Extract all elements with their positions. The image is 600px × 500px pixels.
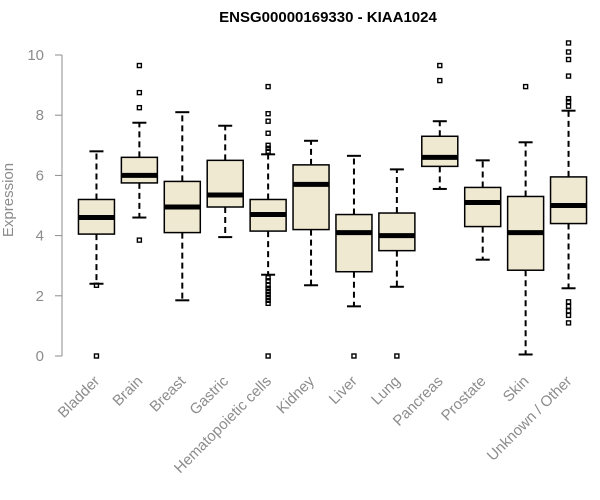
x-tick-label: Bladder	[55, 373, 104, 422]
x-tick-label: Breast	[146, 372, 189, 415]
outlier-point	[394, 353, 400, 359]
box-liver	[335, 154, 373, 359]
box-unknown-other	[549, 40, 588, 326]
box-lung	[378, 168, 416, 359]
outlier-point	[265, 148, 271, 155]
outlier-point	[565, 49, 572, 55]
outlier-point	[565, 103, 572, 109]
outlier-point	[565, 95, 572, 102]
iqr-box	[120, 156, 159, 184]
box-breast	[163, 111, 202, 302]
outlier-point	[265, 288, 271, 294]
y-tick-label: 8	[36, 107, 44, 124]
box-brain	[120, 62, 159, 243]
x-tick-label: Liver	[326, 373, 361, 408]
box-prostate	[463, 159, 502, 261]
y-tick-label: 4	[36, 228, 44, 245]
outlier-point	[265, 110, 271, 117]
chart-title: ENSG00000169330 - KIAA1024	[219, 9, 437, 26]
iqr-box	[549, 176, 588, 225]
outlier-point	[265, 83, 271, 90]
y-axis: 0 2 4 6 8 10	[27, 47, 63, 365]
outlier-point	[265, 285, 271, 291]
box-gastric	[206, 124, 244, 239]
outlier-point	[265, 142, 271, 149]
outlier-point	[522, 83, 529, 90]
outlier-point	[565, 308, 572, 314]
outlier-point	[136, 62, 143, 69]
x-tick-label: Skin	[500, 373, 533, 406]
y-axis-label: Expression	[0, 163, 17, 237]
outlier-point	[265, 353, 271, 359]
outlier-point	[565, 98, 572, 105]
outlier-point	[565, 320, 572, 326]
outlier-point	[93, 353, 100, 359]
outlier-point	[565, 40, 572, 46]
outlier-point	[136, 89, 143, 96]
outlier-point	[565, 56, 572, 63]
y-tick-label: 2	[36, 288, 44, 305]
outlier-point	[265, 130, 271, 136]
outlier-point	[265, 278, 271, 284]
y-tick-label: 10	[27, 47, 44, 64]
outlier-point	[265, 282, 271, 288]
box-pancreas	[421, 62, 459, 190]
outlier-point	[437, 77, 443, 84]
y-tick-label: 0	[36, 348, 44, 365]
boxes-group	[77, 40, 588, 359]
iqr-box	[335, 213, 373, 273]
outlier-point	[265, 118, 271, 124]
y-tick-label: 6	[36, 167, 44, 184]
outlier-point	[265, 291, 271, 297]
outlier-point	[565, 303, 572, 310]
iqr-box	[292, 164, 330, 231]
outlier-point	[136, 237, 143, 243]
outlier-point	[351, 353, 357, 359]
outlier-point	[565, 73, 572, 79]
outlier-point	[265, 297, 271, 304]
outlier-point	[265, 294, 271, 301]
outlier-point	[565, 299, 572, 305]
iqr-box	[206, 159, 244, 208]
outlier-point	[437, 62, 443, 69]
box-hematopoietic-cells	[249, 83, 287, 359]
outlier-point	[93, 282, 100, 288]
outlier-point	[265, 300, 271, 307]
box-skin	[506, 83, 545, 356]
x-tick-label: Prostate	[438, 373, 490, 425]
iqr-box	[378, 212, 416, 252]
iqr-box	[463, 186, 502, 228]
outlier-point	[265, 275, 271, 281]
iqr-box	[421, 135, 459, 168]
outlier-point	[265, 145, 271, 152]
outlier-point	[136, 104, 143, 111]
x-tick-label: Kidney	[273, 372, 318, 417]
x-tick-label: Lung	[368, 373, 404, 409]
box-kidney	[292, 139, 330, 287]
x-tick-label: Brain	[109, 373, 146, 410]
outlier-point	[565, 312, 572, 319]
box-bladder	[77, 150, 116, 359]
